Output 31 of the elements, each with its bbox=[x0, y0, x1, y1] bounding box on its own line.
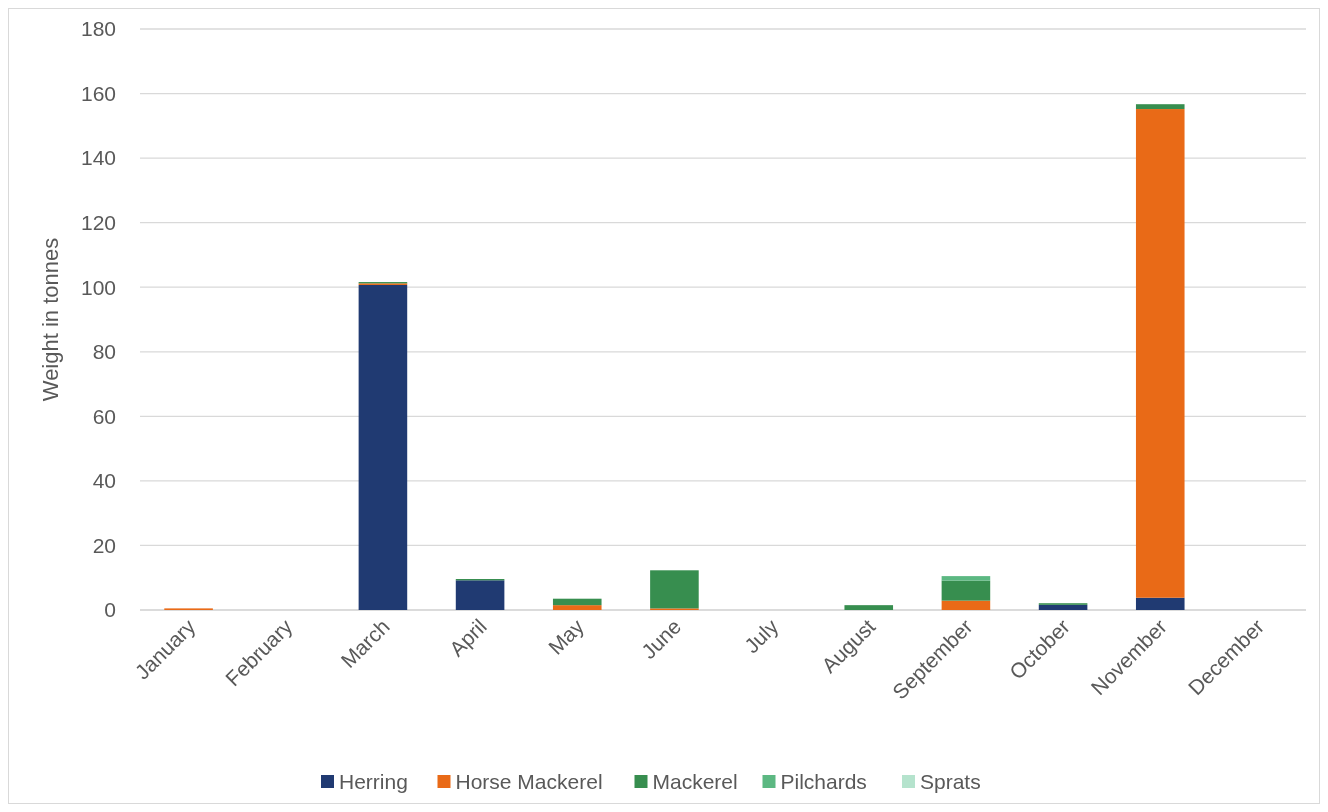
y-tick-label: 80 bbox=[92, 340, 116, 364]
bar bbox=[1135, 104, 1185, 110]
bar bbox=[1038, 604, 1088, 610]
bar bbox=[941, 580, 991, 601]
bar bbox=[844, 605, 894, 610]
y-axis-title: Weight in tonnes bbox=[38, 237, 63, 402]
y-tick-label: 0 bbox=[104, 598, 116, 622]
legend-label: Horse Mackerel bbox=[455, 770, 603, 794]
bar bbox=[552, 598, 602, 606]
y-tick-label: 140 bbox=[80, 146, 116, 170]
bar bbox=[455, 580, 505, 610]
x-tick-label: May bbox=[543, 614, 589, 659]
y-tick-label: 120 bbox=[80, 211, 116, 235]
bar bbox=[358, 284, 408, 610]
y-tick-label: 180 bbox=[80, 17, 116, 41]
y-tick-label: 20 bbox=[92, 533, 116, 557]
legend-label: Herring bbox=[339, 770, 408, 794]
legend-label: Mackerel bbox=[652, 770, 738, 794]
y-tick-label: 100 bbox=[80, 275, 116, 299]
legend-label: Sprats bbox=[920, 770, 981, 794]
bar bbox=[1135, 597, 1185, 610]
y-tick-label: 160 bbox=[80, 81, 116, 105]
bar bbox=[650, 570, 699, 609]
y-tick-label: 60 bbox=[92, 404, 116, 428]
y-tick-label: 40 bbox=[92, 469, 116, 493]
bar bbox=[1135, 109, 1185, 598]
bar bbox=[552, 605, 602, 610]
bar bbox=[941, 576, 991, 581]
bar bbox=[941, 600, 991, 610]
x-tick-label: July bbox=[739, 614, 783, 658]
legend-label: Pilchards bbox=[780, 770, 867, 794]
